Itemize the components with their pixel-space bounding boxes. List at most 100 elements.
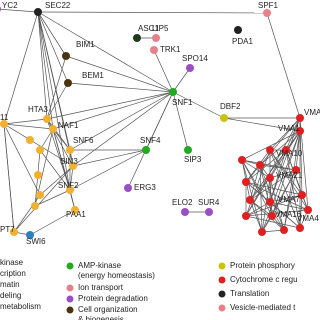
- edge: [249, 169, 297, 201]
- node: [62, 52, 70, 60]
- edge: [69, 149, 147, 191]
- node: [242, 178, 250, 186]
- edge: [245, 181, 309, 211]
- edge: [269, 130, 301, 179]
- node: [256, 161, 264, 169]
- edge: [259, 164, 263, 233]
- edge: [37, 11, 268, 14]
- node: [26, 231, 34, 239]
- edge: [46, 55, 67, 120]
- edge: [245, 181, 301, 229]
- edge: [241, 130, 301, 161]
- legend-text: Protein degradation: [78, 294, 148, 303]
- node: [296, 127, 304, 135]
- node: [184, 146, 192, 154]
- node: [242, 212, 250, 220]
- edge: [3, 11, 39, 125]
- node: [280, 226, 288, 234]
- edge: [245, 209, 309, 217]
- node: [26, 136, 34, 144]
- node-label: BEM1: [82, 71, 104, 80]
- edge: [37, 11, 74, 167]
- legend-text: Cytochrome c regu: [230, 275, 298, 284]
- node: [124, 184, 132, 192]
- edge: [285, 149, 301, 229]
- node-label: SIN3: [60, 157, 78, 166]
- node: [34, 171, 42, 179]
- node: [266, 198, 274, 206]
- node: [304, 206, 312, 214]
- node: [43, 115, 51, 123]
- edge: [241, 159, 297, 171]
- node: [66, 146, 74, 154]
- edge: [37, 11, 54, 130]
- edge: [241, 159, 273, 217]
- edge: [39, 149, 71, 191]
- node: [150, 46, 158, 54]
- legend-text: kinase: [0, 258, 24, 267]
- legend-text: deling: [0, 291, 21, 300]
- legend-marker: [218, 290, 226, 298]
- node-label: VMA10: [276, 149, 303, 158]
- legend-marker: [66, 306, 74, 314]
- edge: [29, 209, 76, 236]
- edge: [269, 149, 287, 203]
- edge: [245, 181, 303, 196]
- legend-marker: [218, 304, 226, 312]
- edge: [65, 55, 174, 93]
- node-label: ASC1: [138, 24, 159, 33]
- node: [31, 202, 39, 210]
- edge: [245, 194, 303, 217]
- node: [133, 34, 141, 42]
- edge: [261, 169, 297, 233]
- edge: [269, 169, 297, 179]
- node-label: SPF1: [258, 1, 279, 10]
- node: [0, 120, 8, 128]
- edge: [241, 159, 263, 233]
- node: [268, 212, 276, 220]
- node-label: SPO14: [182, 54, 208, 63]
- node: [64, 79, 72, 87]
- node: [258, 228, 266, 236]
- node-label: SNF4: [140, 136, 161, 145]
- node-label: VMA4: [297, 214, 319, 223]
- edge: [299, 194, 303, 229]
- node: [0, 6, 1, 12]
- node-label: PT7: [0, 225, 15, 234]
- edge: [39, 128, 54, 151]
- node-label: YC2: [2, 1, 18, 10]
- edge: [269, 149, 301, 229]
- node-label: DBF2: [220, 102, 241, 111]
- edge: [67, 82, 174, 93]
- edge: [269, 117, 301, 203]
- edge: [223, 117, 301, 132]
- legend-text: Protein phosphory: [230, 261, 295, 270]
- edge: [52, 128, 71, 151]
- edge: [245, 149, 271, 217]
- node: [181, 208, 189, 216]
- legend-marker: [218, 262, 226, 270]
- edge: [72, 149, 147, 167]
- node: [10, 228, 18, 236]
- legend-marker: [218, 276, 226, 284]
- edge: [241, 159, 285, 231]
- node-label: PAA1: [66, 210, 86, 219]
- node: [266, 174, 274, 182]
- node: [220, 114, 228, 122]
- edge: [172, 67, 191, 93]
- node: [296, 114, 304, 122]
- edge: [52, 91, 174, 130]
- node-label: ERG3: [134, 183, 156, 192]
- legend-marker: [66, 295, 74, 303]
- legend-marker: [66, 284, 74, 292]
- legend-text: Ion transport: [78, 283, 124, 292]
- legend-marker: [66, 262, 74, 270]
- node-label: VMA1: [278, 124, 300, 133]
- node-label: SNF6: [73, 136, 94, 145]
- node: [66, 186, 74, 194]
- node: [169, 88, 177, 96]
- node: [36, 191, 44, 199]
- edge: [269, 194, 303, 203]
- node-label: TRK1: [160, 45, 181, 54]
